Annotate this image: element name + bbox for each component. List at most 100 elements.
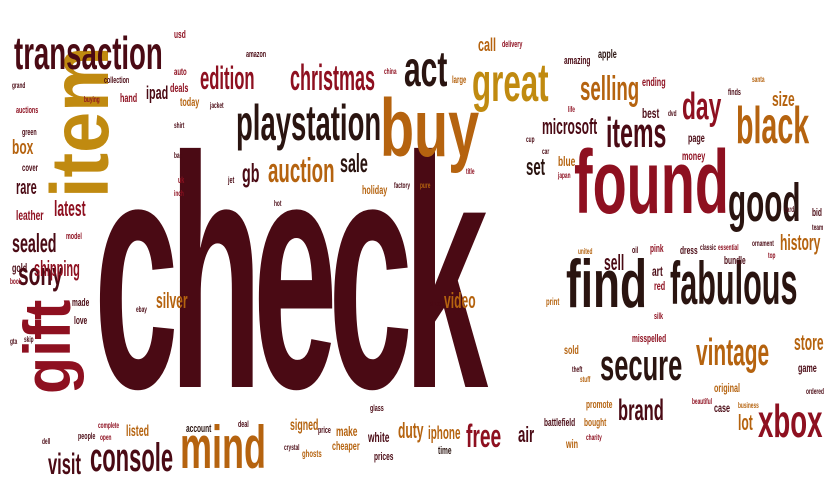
word-pure: pure [420, 181, 431, 190]
word-visit: visit [48, 448, 82, 481]
word-account: account [186, 423, 212, 435]
word-rare: rare [16, 177, 37, 199]
word-day: day [682, 86, 722, 128]
word-inch: inch [174, 189, 184, 198]
word-win: win [566, 437, 578, 451]
word-free: free [466, 418, 502, 454]
word-store: store [794, 330, 824, 355]
word-dell: dell [42, 437, 51, 446]
word-sell: sell [604, 250, 625, 275]
word-case: case [714, 401, 731, 415]
word-make: make [336, 423, 358, 439]
word-essential: essential [718, 243, 739, 252]
word-call: call [478, 35, 497, 55]
word-grand: grand [12, 81, 26, 90]
word-beautiful: beautiful [692, 397, 713, 406]
word-found: found [574, 133, 729, 233]
word-stuff: stuff [580, 375, 591, 384]
word-factory: factory [394, 181, 411, 190]
word-dress: dress [680, 245, 698, 257]
word-cover: cover [22, 163, 39, 174]
word-japan: japan [558, 171, 571, 180]
word-charity: charity [586, 433, 602, 442]
word-price: price [318, 425, 331, 435]
word-shirt: shirt [174, 121, 185, 130]
word-box: box [12, 137, 34, 159]
word-lot: lot [738, 410, 753, 435]
word-great: great [472, 53, 549, 113]
word-gold: gold [12, 261, 28, 275]
word-green: green [22, 127, 37, 137]
word-classic: classic [700, 243, 717, 252]
word-prices: prices [374, 451, 394, 463]
word-glass: glass [370, 403, 384, 413]
word-black: black [736, 97, 810, 155]
word-ghosts: ghosts [302, 449, 322, 460]
word-sony: sony [18, 256, 63, 292]
word-gift: gift [10, 299, 84, 394]
word-cup: cup [526, 135, 535, 144]
word-delivery: delivery [502, 39, 523, 49]
word-bought: bought [584, 417, 607, 429]
word-business: business [738, 401, 759, 410]
word-team: team [812, 223, 824, 232]
word-air: air [518, 422, 535, 447]
word-signed: signed [290, 417, 319, 434]
word-art: art [652, 263, 663, 279]
word-brand: brand [618, 394, 664, 427]
word-secure: secure [600, 341, 683, 390]
word-love: love [74, 315, 88, 327]
word-auction: auction [268, 152, 335, 190]
word-bundle: bundle [724, 255, 746, 267]
word-people: people [78, 431, 96, 441]
word-game: game [798, 361, 817, 375]
word-amazon: amazon [246, 49, 267, 59]
word-china: china [384, 67, 397, 76]
word-apple: apple [598, 47, 617, 61]
word-open: open [100, 433, 112, 442]
word-leather: leather [16, 207, 44, 223]
word-sold: sold [564, 343, 579, 357]
word-usd: usd [174, 29, 186, 41]
word-vintage: vintage [696, 332, 770, 374]
word-holiday: holiday [362, 183, 388, 197]
word-selling: selling [580, 70, 640, 108]
word-original: original [714, 381, 741, 395]
word-promote: promote [586, 399, 613, 411]
word-buy: buy [380, 83, 480, 174]
word-jacket: jacket [210, 101, 224, 110]
word-check: check [94, 88, 488, 457]
word-auto: auto [174, 67, 187, 78]
word-page: page [688, 131, 705, 145]
word-collection: collection [104, 75, 130, 85]
word-print: print [546, 297, 560, 308]
word-car: car [542, 147, 550, 156]
word-ipad: ipad [146, 83, 169, 103]
word-shipping: shipping [34, 256, 80, 281]
word-white: white [368, 429, 390, 445]
word-deal: deal [238, 419, 249, 429]
word-find: find [566, 246, 648, 322]
word-uk: uk [178, 175, 185, 185]
word-sealed: sealed [12, 228, 57, 258]
word-auctions: auctions [16, 105, 39, 115]
word-hand: hand [120, 91, 138, 105]
word-gb: gb [242, 158, 260, 188]
word-items: items [606, 109, 667, 156]
word-best: best [642, 105, 660, 121]
word-hot: hot [274, 199, 282, 208]
word-large: large [452, 75, 467, 86]
word-dvd: dvd [668, 109, 677, 118]
word-united: united [578, 247, 593, 256]
word-bag: bag [174, 151, 183, 160]
word-ornament: ornament [752, 239, 774, 248]
word-made: made [72, 297, 90, 309]
word-buying: buying [84, 95, 100, 104]
word-size: size [772, 89, 795, 111]
word-listed: listed [126, 423, 149, 440]
word-sale: sale [340, 148, 368, 178]
word-playstation: playstation [236, 95, 382, 151]
word-video: video [444, 288, 476, 313]
word-oil: oil [632, 245, 639, 255]
